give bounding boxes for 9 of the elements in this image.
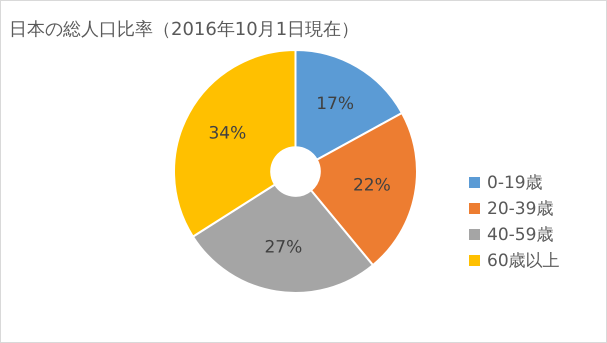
data-label: 34% (208, 123, 246, 144)
data-label: 27% (264, 238, 302, 258)
data-label: 22% (352, 175, 391, 196)
legend-label: 20-39歳 (487, 198, 554, 220)
legend-label: 60歳以上 (487, 250, 560, 272)
legend-label: 0-19歳 (487, 172, 543, 194)
chart-title: 日本の総人口比率（2016年10月1日現在） (9, 18, 360, 41)
data-label: 17% (316, 94, 354, 114)
legend-label: 40-59歳 (487, 224, 554, 246)
